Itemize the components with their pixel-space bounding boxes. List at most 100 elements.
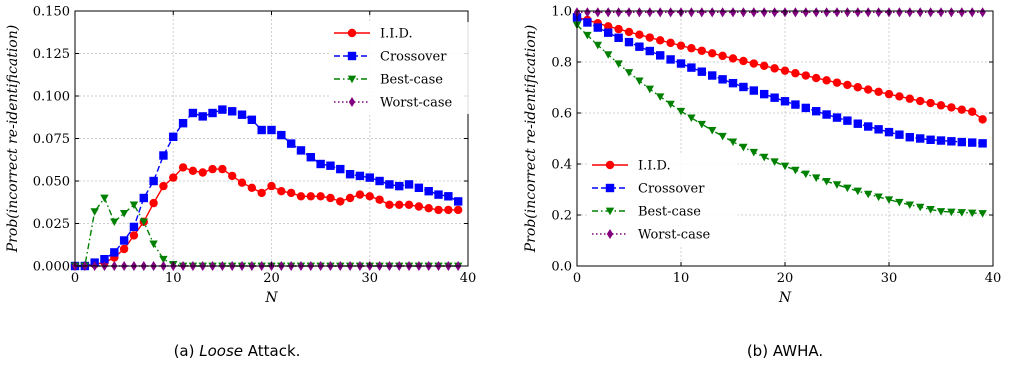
data-point <box>594 7 601 18</box>
data-point <box>905 201 914 209</box>
data-point <box>895 92 904 101</box>
y-tick-label: 0.000 <box>33 260 70 275</box>
data-point <box>718 51 727 61</box>
data-point <box>228 107 237 116</box>
data-point <box>624 69 634 77</box>
y-tick-label: 1.0 <box>551 5 572 20</box>
data-point <box>306 192 315 201</box>
x-axis-label: N <box>264 290 278 306</box>
data-point <box>770 64 779 73</box>
data-point <box>625 7 633 18</box>
data-point <box>771 7 778 18</box>
data-point <box>728 54 738 63</box>
data-point <box>237 110 247 119</box>
data-point <box>791 69 800 78</box>
data-point <box>100 194 109 203</box>
data-point <box>667 7 674 18</box>
data-point <box>895 198 904 207</box>
data-point <box>434 190 443 199</box>
legend-label: Crossover <box>638 182 705 197</box>
data-point <box>198 168 207 177</box>
data-point <box>709 7 716 18</box>
data-point <box>697 67 706 76</box>
data-point <box>178 119 188 128</box>
data-point <box>739 82 748 92</box>
data-point <box>375 176 384 186</box>
data-point <box>355 190 365 199</box>
data-point <box>926 206 935 214</box>
data-point <box>424 204 433 213</box>
y-axis-label: Prob(incorrect re-identification) <box>523 25 539 253</box>
data-point <box>874 125 883 134</box>
data-point <box>843 184 852 193</box>
data-point <box>801 103 810 113</box>
y-tick-label: 0.0 <box>551 260 572 275</box>
data-point <box>812 174 821 182</box>
data-point <box>198 112 207 121</box>
data-point <box>739 143 748 152</box>
y-tick-label: 0.075 <box>33 132 70 147</box>
data-point <box>395 200 404 209</box>
data-point <box>822 110 831 119</box>
data-point <box>760 89 769 99</box>
x-tick-label: 30 <box>881 271 898 286</box>
data-point <box>728 138 738 147</box>
x-tick-label: 0 <box>71 271 79 286</box>
data-point <box>444 192 453 201</box>
data-point <box>822 177 831 186</box>
legend-marker <box>605 183 615 193</box>
panel-caption: (b) AWHA. <box>747 342 823 360</box>
data-point <box>853 187 862 196</box>
x-tick-label: 10 <box>165 271 182 286</box>
series-line <box>576 16 983 145</box>
legend-label: I.I.D. <box>638 159 671 174</box>
data-point <box>159 181 168 191</box>
data-point <box>917 7 924 18</box>
data-point <box>926 98 935 108</box>
data-point <box>801 71 810 80</box>
data-point <box>110 248 119 257</box>
data-point <box>119 244 129 254</box>
y-axis-label: Prob(incorrect re-identification) <box>5 25 21 253</box>
x-tick-label: 40 <box>985 271 1002 286</box>
data-point <box>676 59 686 68</box>
legend-box <box>330 22 470 114</box>
data-point <box>247 115 257 124</box>
data-point <box>676 41 686 50</box>
data-point <box>874 193 883 202</box>
data-point <box>149 198 158 208</box>
data-point <box>286 139 296 148</box>
x-tick-label: 10 <box>673 271 690 286</box>
data-point <box>792 7 799 18</box>
data-point <box>178 163 188 172</box>
data-point <box>916 203 925 212</box>
data-point <box>277 187 286 196</box>
data-point <box>770 93 779 102</box>
data-point <box>957 209 966 217</box>
series-line <box>75 166 459 267</box>
data-point <box>604 22 613 31</box>
data-point <box>708 49 717 58</box>
data-point <box>385 180 394 189</box>
data-point <box>791 100 800 109</box>
y-tick-label: 0.2 <box>551 209 572 224</box>
series-line <box>576 24 983 215</box>
x-tick-label: 20 <box>777 271 794 286</box>
series-line <box>576 16 984 120</box>
y-tick-label: 0.150 <box>33 5 70 20</box>
data-point <box>750 7 757 18</box>
data-point <box>728 78 738 88</box>
data-point <box>208 108 217 118</box>
data-point <box>697 120 706 129</box>
data-point <box>645 46 654 56</box>
x-tick-label: 20 <box>263 271 280 286</box>
panel-awha: 0 10 20 30 40 0.0 0.2 0.4 0.6 0.8 1.0 N Prob(incorre… <box>523 5 1001 361</box>
data-point <box>801 170 810 179</box>
data-point <box>169 173 178 182</box>
data-point <box>770 158 779 166</box>
data-point <box>895 130 904 139</box>
data-point <box>936 208 946 216</box>
data-point <box>257 125 266 135</box>
data-point <box>687 44 696 53</box>
data-point <box>666 55 675 64</box>
